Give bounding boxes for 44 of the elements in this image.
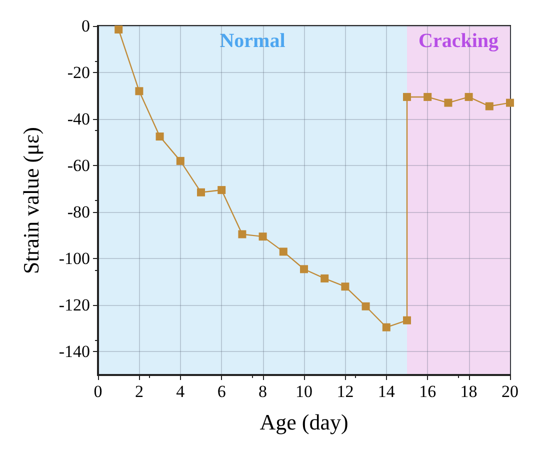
point — [114, 25, 123, 34]
point — [341, 282, 350, 291]
x-tick-label: 20 — [502, 382, 518, 401]
band-label: Normal — [220, 30, 286, 52]
x-tick-label: 18 — [460, 382, 478, 401]
x-tick-label: 8 — [258, 382, 268, 401]
x-tick-label: 12 — [336, 382, 354, 401]
point — [444, 98, 452, 107]
y-tick-label: -80 — [67, 202, 90, 222]
point — [197, 188, 205, 196]
point — [464, 92, 473, 101]
x-tick-label: 14 — [378, 382, 396, 401]
y-axis-title: Strain value (με) — [18, 127, 44, 274]
y-tick-label: -100 — [58, 249, 90, 268]
x-tick-label: 6 — [217, 382, 226, 401]
point — [362, 302, 370, 310]
point — [485, 102, 494, 110]
y-tick-label: -40 — [67, 110, 90, 129]
point — [506, 98, 514, 107]
y-tick-label: -120 — [58, 296, 90, 315]
x-tick-label: 4 — [176, 382, 186, 401]
x-axis-title: Age (day) — [260, 410, 348, 434]
point — [176, 156, 184, 165]
point — [258, 232, 267, 241]
band-label: Cracking — [418, 30, 498, 52]
x-tick-label: 0 — [94, 382, 102, 401]
point — [320, 274, 329, 282]
point — [238, 230, 246, 238]
y-tick-label: -60 — [67, 156, 90, 176]
point — [403, 92, 411, 101]
y-tick-label: -20 — [67, 63, 90, 82]
x-tick-label: 10 — [296, 382, 312, 401]
point — [382, 323, 390, 332]
x-tick-label: 16 — [419, 382, 436, 401]
point — [279, 248, 288, 256]
point — [403, 316, 411, 324]
point — [156, 132, 164, 141]
y-tick-label: -140 — [58, 342, 90, 362]
y-tick-label: 0 — [82, 16, 90, 36]
point — [218, 186, 226, 194]
point — [135, 87, 144, 96]
point — [424, 92, 432, 101]
x-tick-label: 2 — [134, 382, 144, 401]
point — [300, 265, 308, 274]
